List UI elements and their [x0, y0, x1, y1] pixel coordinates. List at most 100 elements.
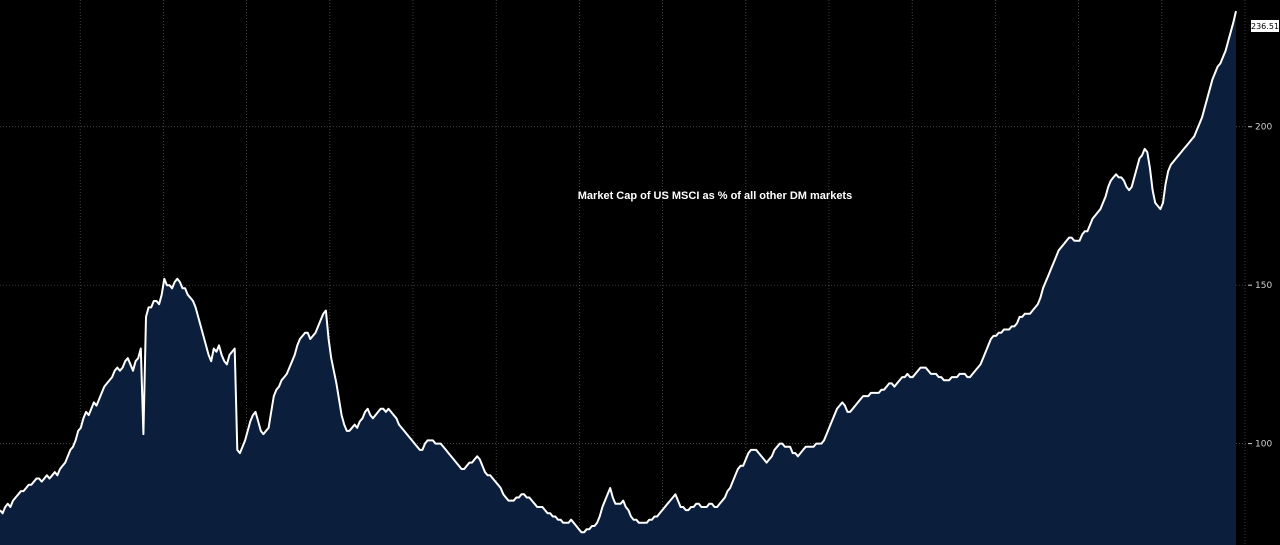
data-point	[886, 386, 888, 388]
data-point	[370, 414, 372, 416]
data-point	[466, 465, 468, 467]
data-point	[894, 386, 896, 388]
data-point	[622, 500, 624, 502]
data-point	[268, 427, 270, 429]
data-point	[1136, 167, 1138, 169]
data-point	[195, 307, 197, 309]
data-point	[338, 398, 340, 400]
data-point	[403, 430, 405, 432]
data-point	[427, 440, 429, 442]
data-point	[1024, 313, 1026, 315]
data-point	[964, 373, 966, 375]
data-point	[1021, 316, 1023, 318]
data-point	[909, 376, 911, 378]
data-point	[748, 452, 750, 454]
data-point	[497, 484, 499, 486]
data-point	[70, 449, 72, 451]
data-point	[951, 376, 953, 378]
data-point	[724, 497, 726, 499]
y-tick-label: 100	[1255, 440, 1272, 450]
data-point	[448, 452, 450, 454]
data-point	[1014, 326, 1016, 328]
data-point	[651, 519, 653, 521]
data-point	[23, 490, 25, 492]
data-point	[1097, 212, 1099, 214]
data-point	[244, 440, 246, 442]
data-point	[855, 405, 857, 407]
data-point	[1102, 202, 1104, 204]
data-point	[1008, 329, 1010, 331]
data-point	[745, 459, 747, 461]
data-point	[706, 506, 708, 508]
data-point	[852, 408, 854, 410]
data-point	[242, 446, 244, 448]
data-point	[1011, 326, 1013, 328]
data-point	[231, 351, 233, 353]
data-point	[789, 446, 791, 448]
data-point	[599, 516, 601, 518]
data-point	[901, 376, 903, 378]
data-point	[891, 383, 893, 385]
data-point	[474, 459, 476, 461]
data-point	[956, 376, 958, 378]
data-point	[1160, 208, 1162, 210]
data-point	[432, 440, 434, 442]
data-point	[688, 509, 690, 511]
data-point	[607, 494, 609, 496]
data-point	[1100, 208, 1102, 210]
data-point	[503, 494, 505, 496]
data-point	[1079, 240, 1081, 242]
data-point	[685, 509, 687, 511]
data-point	[1066, 240, 1068, 242]
data-point	[1029, 313, 1031, 315]
data-point	[935, 373, 937, 375]
data-point	[508, 500, 510, 502]
data-point	[875, 392, 877, 394]
data-point	[143, 433, 145, 435]
data-point	[453, 459, 455, 461]
data-point	[573, 522, 575, 524]
data-point	[633, 519, 635, 521]
data-point	[362, 418, 364, 420]
data-point	[766, 462, 768, 464]
data-point	[1032, 310, 1034, 312]
data-point	[164, 278, 166, 280]
data-point	[774, 449, 776, 451]
data-point	[636, 519, 638, 521]
data-point	[1235, 10, 1237, 12]
data-point	[190, 297, 192, 299]
data-point	[1006, 329, 1008, 331]
data-point	[372, 418, 374, 420]
y-tick-label: 150	[1255, 281, 1272, 291]
data-point	[539, 506, 541, 508]
data-point	[41, 481, 43, 483]
data-point	[591, 525, 593, 527]
data-point	[1220, 63, 1222, 65]
data-point	[443, 446, 445, 448]
data-point	[140, 348, 142, 350]
y-tick-label: 200	[1255, 123, 1272, 133]
data-point	[1118, 177, 1120, 179]
data-point	[967, 376, 969, 378]
data-point	[349, 430, 351, 432]
data-point	[510, 500, 512, 502]
data-point	[83, 418, 85, 420]
data-point	[920, 367, 922, 369]
data-point	[925, 367, 927, 369]
data-point	[842, 402, 844, 404]
data-point	[377, 411, 379, 413]
data-point	[1055, 256, 1057, 258]
data-point	[596, 522, 598, 524]
data-point	[104, 386, 106, 388]
data-point	[346, 430, 348, 432]
data-point	[839, 405, 841, 407]
data-point	[993, 335, 995, 337]
data-point	[544, 509, 546, 511]
data-point	[1092, 218, 1094, 220]
data-point	[1094, 215, 1096, 217]
data-point	[659, 513, 661, 515]
data-point	[1063, 243, 1065, 245]
data-point	[364, 411, 366, 413]
data-point	[247, 430, 249, 432]
data-point	[1204, 107, 1206, 109]
